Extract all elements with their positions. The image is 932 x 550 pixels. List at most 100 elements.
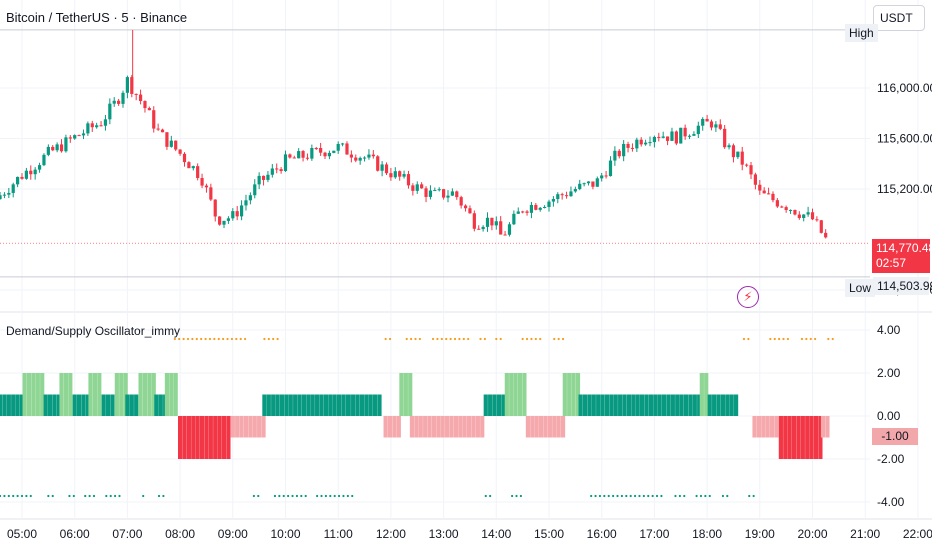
candle-body	[494, 221, 498, 226]
supply-dot	[173, 337, 176, 341]
candle-body	[780, 206, 784, 208]
supply-dot	[769, 337, 772, 341]
osc-bar	[427, 416, 432, 438]
candle-body	[305, 157, 310, 159]
supply-dot	[530, 337, 533, 341]
osc-bar	[480, 416, 485, 438]
osc-bar	[752, 416, 757, 438]
low-tag: Low	[845, 279, 876, 297]
osc-bar	[466, 416, 472, 438]
price-pane[interactable]	[0, 29, 870, 278]
demand-dot	[324, 494, 328, 498]
osc-bar	[243, 416, 249, 438]
candle-body	[420, 184, 424, 189]
supply-dot	[418, 337, 421, 341]
candle-body	[600, 175, 604, 179]
demand-dot	[29, 494, 32, 498]
osc-bar	[648, 394, 653, 416]
osc-bar	[2, 394, 7, 416]
demand-dot	[625, 494, 628, 498]
osc-bar	[587, 394, 592, 416]
osc-bar	[19, 394, 25, 416]
supply-dot	[773, 337, 776, 341]
candle-body	[165, 132, 169, 147]
demand-dot	[683, 494, 686, 498]
osc-bar	[186, 416, 191, 459]
candle-body	[121, 92, 125, 104]
osc-bar	[431, 416, 437, 438]
osc-bar	[622, 394, 627, 416]
osc-bar	[666, 394, 671, 416]
candle-body	[314, 147, 318, 149]
osc-bar	[679, 394, 684, 416]
osc-bar	[661, 394, 667, 416]
osc-bar	[301, 394, 307, 416]
candle-body	[775, 200, 779, 207]
osc-bar	[315, 394, 320, 416]
candle-body	[617, 150, 621, 157]
candle-body	[463, 205, 468, 209]
candle-body	[2, 194, 7, 196]
candle-body	[222, 220, 226, 225]
candle-body	[481, 226, 485, 230]
osc-bar	[560, 416, 566, 438]
candle-body	[0, 195, 2, 200]
candle-body	[130, 77, 134, 94]
osc-bar	[31, 373, 36, 416]
candle-body	[218, 216, 222, 225]
candle-body	[117, 100, 121, 104]
supply-dot	[226, 337, 229, 341]
osc-bar	[462, 416, 467, 438]
candle-body	[582, 183, 586, 185]
last-price-label: 114,770.48 02:57	[872, 239, 932, 273]
osc-bar	[729, 394, 734, 416]
osc-bar	[653, 394, 658, 416]
osc-bar	[716, 394, 721, 416]
oscillator-pane[interactable]	[0, 337, 834, 498]
candle-body	[178, 149, 182, 154]
indicator-title[interactable]: Demand/Supply Oscillator_immy	[6, 324, 181, 338]
candle-body	[358, 157, 362, 161]
demand-dot	[333, 494, 336, 498]
demand-dot	[708, 494, 711, 498]
candle-body	[174, 140, 178, 150]
candle-body	[490, 217, 494, 226]
demand-dot	[674, 494, 677, 498]
osc-tick-label: 2.00	[877, 366, 901, 380]
supply-dot	[553, 337, 556, 341]
osc-bar	[125, 394, 130, 416]
demand-dot	[252, 494, 255, 498]
osc-bar	[195, 416, 200, 459]
demand-dot	[109, 494, 112, 498]
osc-bar	[552, 416, 557, 438]
osc-bar	[97, 373, 102, 416]
osc-bar	[631, 394, 636, 416]
osc-bar	[796, 416, 801, 459]
candle-body	[380, 164, 384, 171]
price-tick-label: 116,000.00	[877, 81, 932, 95]
osc-bar	[252, 416, 257, 438]
demand-dot	[287, 494, 290, 498]
candle-body	[108, 103, 112, 120]
demand-dot	[721, 494, 725, 498]
osc-bar	[129, 394, 134, 416]
osc-bar	[805, 416, 810, 459]
candle-body	[301, 151, 305, 158]
osc-bar	[501, 394, 506, 416]
candle-body	[578, 183, 582, 190]
candle-body	[731, 145, 736, 158]
demand-dot	[304, 494, 307, 498]
osc-bar	[293, 394, 298, 416]
osc-bar	[596, 394, 601, 416]
candle-body	[701, 118, 705, 126]
candle-body	[332, 150, 336, 153]
currency-button[interactable]: USDT	[873, 5, 925, 31]
osc-bar	[699, 373, 704, 416]
lightning-bolt-icon[interactable]: ⚡	[737, 286, 759, 308]
demand-dot	[118, 494, 121, 498]
demand-dot	[300, 494, 303, 498]
candle-body	[261, 175, 266, 180]
candle-body	[406, 174, 411, 186]
osc-bar	[383, 416, 388, 438]
